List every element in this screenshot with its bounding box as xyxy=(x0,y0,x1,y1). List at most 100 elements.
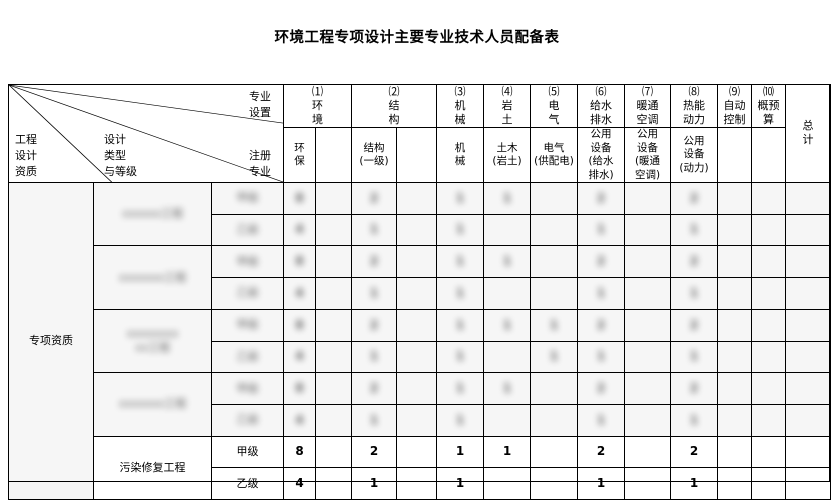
personnel-count-cell xyxy=(785,245,832,279)
personnel-count-cell: 1 xyxy=(577,404,626,437)
personnel-count-cell: 2 xyxy=(351,372,398,406)
personnel-count-cell xyxy=(624,404,672,437)
header-sub-8: 公用 设备 (动力) xyxy=(670,127,719,183)
personnel-count-cell xyxy=(624,435,672,469)
table-row: 乙级41111210 xyxy=(9,467,832,500)
personnel-count-cell xyxy=(396,404,438,437)
diagonal-split-lines-icon xyxy=(9,85,283,182)
personnel-count-cell xyxy=(396,467,438,500)
personnel-count-cell xyxy=(717,181,753,215)
personnel-count-cell xyxy=(530,372,579,406)
grade-cell: 甲级 xyxy=(210,181,285,215)
personnel-count-cell xyxy=(483,213,532,247)
personnel-count-cell: 1 xyxy=(483,181,532,215)
grade-cell: 乙级 xyxy=(210,213,285,247)
label-design-type-grade: 设计 类型 与等级 xyxy=(104,133,137,179)
personnel-count-cell: 1 xyxy=(483,372,532,406)
personnel-count-cell: 1 xyxy=(670,404,719,437)
grade-cell: 乙级 xyxy=(210,340,285,374)
personnel-count-cell xyxy=(751,181,787,215)
personnel-count-cell xyxy=(396,181,438,215)
personnel-count-cell: 2 xyxy=(351,245,398,279)
personnel-count-cell xyxy=(751,277,787,310)
header-sub-4: 土木 (岩土) xyxy=(483,127,532,183)
personnel-count-cell xyxy=(751,340,787,374)
personnel-count-cell xyxy=(315,435,353,469)
personnel-count-cell xyxy=(530,245,579,279)
header-discipline-7: ⑺ 暖通 空调 xyxy=(624,83,672,129)
personnel-count-cell: 2 xyxy=(670,372,719,406)
table-row: xxxxxxxxxx工程甲级821112220 xyxy=(9,308,832,374)
personnel-count-cell xyxy=(624,372,672,406)
personnel-count-cell: 8 xyxy=(283,181,317,215)
header-discipline-9: ⑼ 自动 控制 xyxy=(717,83,753,129)
header-discipline-5: ⑸ 电气 xyxy=(530,83,579,129)
personnel-count-cell: 4 xyxy=(283,404,317,437)
header-discipline-10: ⑽ 概预算 xyxy=(751,83,787,129)
personnel-count-cell xyxy=(785,308,832,342)
header-sub-3: 机械 xyxy=(436,127,485,183)
personnel-count-cell: 2 xyxy=(577,372,626,406)
personnel-count-cell xyxy=(483,467,532,500)
personnel-count-cell xyxy=(624,213,672,247)
personnel-count-cell xyxy=(530,181,579,215)
personnel-count-cell xyxy=(624,245,672,279)
personnel-count-cell: 1 xyxy=(670,467,719,500)
personnel-count-cell xyxy=(751,435,787,469)
personnel-count-cell: 2 xyxy=(577,308,626,342)
design-type-cell: xxxxxxx工程 xyxy=(93,245,212,310)
table-row: xxxxxxx工程甲级82112218 xyxy=(9,245,832,310)
personnel-count-cell: 1 xyxy=(483,435,532,469)
personnel-count-cell xyxy=(785,404,832,437)
personnel-count-cell xyxy=(785,181,832,215)
header-row-registered-majors: 环保 结构 (一级) 机械 土木 (岩土) 电气 (供配电) 公用 设备 (给水 排水) xyxy=(9,127,831,183)
personnel-count-cell: 1 xyxy=(351,404,398,437)
personnel-count-cell xyxy=(315,245,353,279)
table-row: 污染修复工程甲级821122218 xyxy=(9,435,832,500)
personnel-count-cell: 1 xyxy=(483,308,532,342)
personnel-count-cell: 1 xyxy=(577,277,626,310)
personnel-count-cell: 1 xyxy=(577,467,626,500)
personnel-count-cell xyxy=(751,467,787,500)
personnel-count-cell: 1 xyxy=(670,340,719,374)
personnel-count-cell xyxy=(785,467,832,500)
personnel-count-cell: 2 xyxy=(351,181,398,215)
personnel-count-cell xyxy=(396,372,438,406)
personnel-count-cell xyxy=(624,467,672,500)
personnel-count-cell xyxy=(315,277,353,310)
personnel-count-cell xyxy=(717,308,753,342)
personnel-count-cell: 1 xyxy=(351,340,398,374)
personnel-count-cell xyxy=(396,435,438,469)
header-sub-6: 公用 设备 (给水 排水) xyxy=(577,127,626,183)
personnel-count-cell xyxy=(315,213,353,247)
personnel-count-cell xyxy=(717,404,753,437)
personnel-count-cell xyxy=(785,340,832,374)
personnel-count-cell: 2 xyxy=(670,181,719,215)
personnel-count-cell xyxy=(530,277,579,310)
personnel-count-cell xyxy=(315,181,353,215)
personnel-count-cell: 8 xyxy=(283,245,317,279)
personnel-count-cell xyxy=(717,245,753,279)
personnel-count-cell: 8 xyxy=(283,308,317,342)
personnel-count-cell: 4 xyxy=(283,213,317,247)
personnel-count-cell xyxy=(785,372,832,406)
personnel-count-cell: 1 xyxy=(577,340,626,374)
grade-cell: 乙级 xyxy=(210,277,285,310)
personnel-count-cell xyxy=(530,213,579,247)
personnel-count-cell xyxy=(396,277,438,310)
personnel-count-cell xyxy=(785,435,832,469)
header-discipline-2: ⑵ 结构 xyxy=(351,83,438,129)
personnel-count-cell xyxy=(717,372,753,406)
table-body: 专项资质xxxxxx工程甲级82112218乙级4111110xxxxxxx工程… xyxy=(8,181,832,500)
personnel-count-cell xyxy=(624,308,672,342)
personnel-count-cell: 1 xyxy=(436,467,485,500)
personnel-count-cell: 2 xyxy=(670,435,719,469)
personnel-count-cell xyxy=(315,308,353,342)
personnel-count-cell: 1 xyxy=(577,213,626,247)
personnel-count-cell xyxy=(530,467,579,500)
header-sub-1b xyxy=(315,127,353,183)
design-type-cell: 污染修复工程 xyxy=(93,435,212,500)
personnel-count-cell xyxy=(751,245,787,279)
table-row: 乙级4111110 xyxy=(9,277,832,310)
